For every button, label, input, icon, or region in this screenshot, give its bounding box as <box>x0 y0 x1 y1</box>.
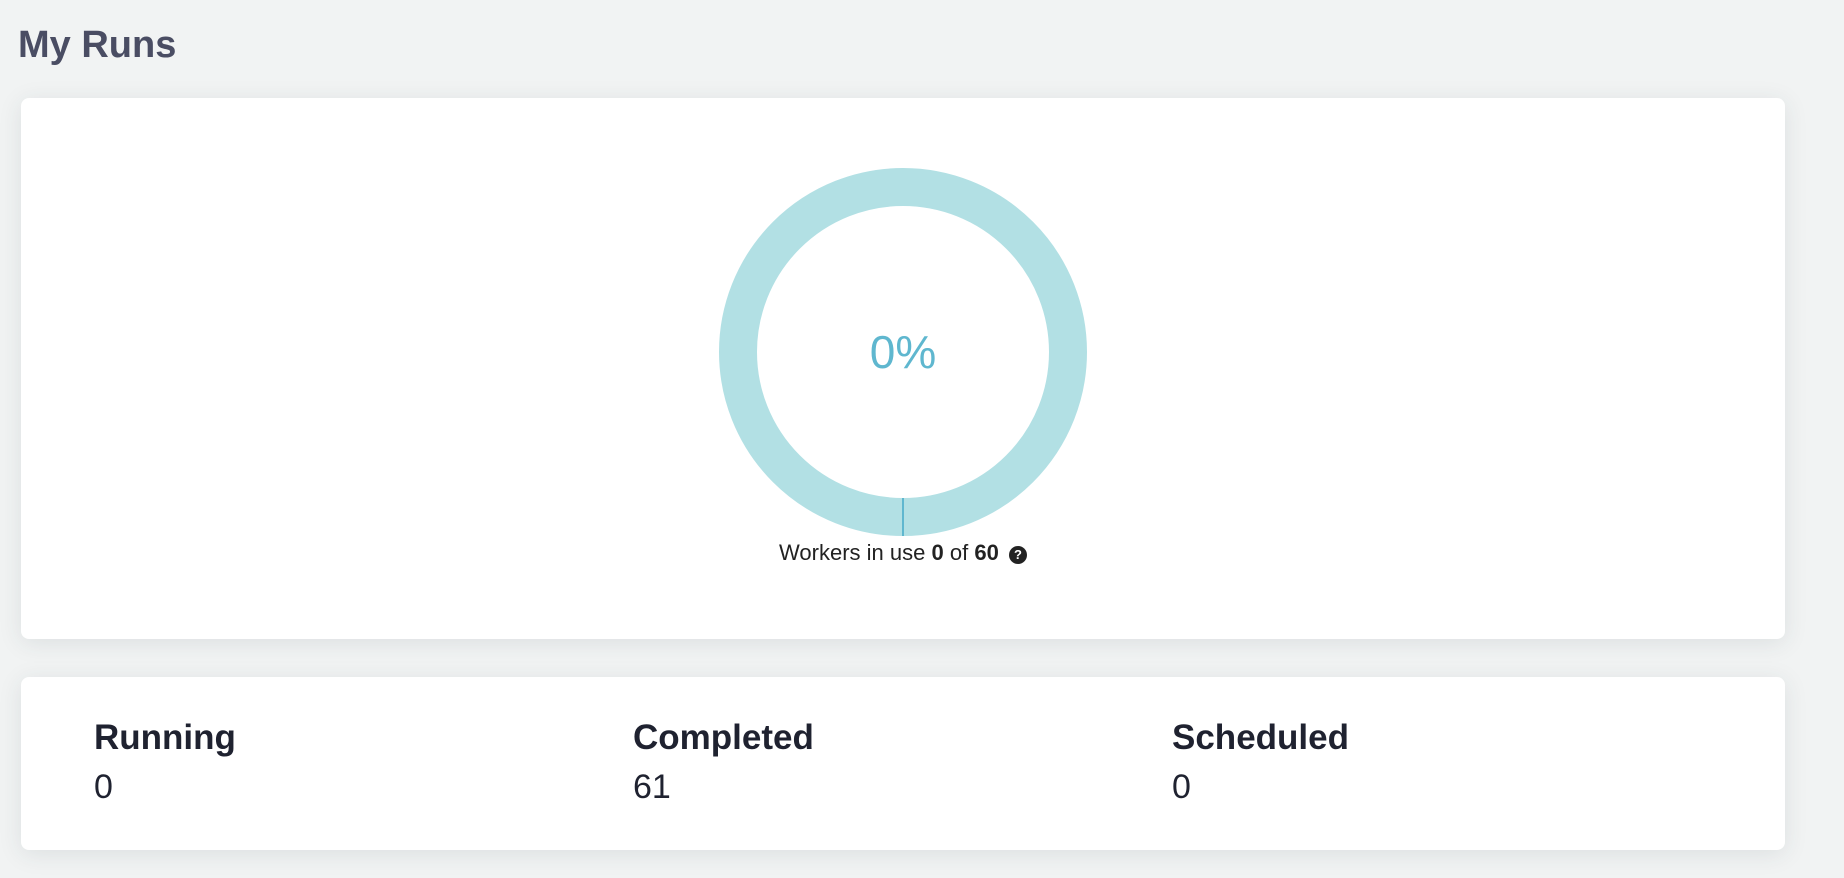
run-stats-card: Running 0 Completed 61 Scheduled 0 <box>21 677 1785 850</box>
stat-scheduled: Scheduled 0 <box>1172 717 1349 811</box>
question-circle-icon[interactable]: ? <box>1008 546 1027 564</box>
stat-value: 61 <box>633 768 671 806</box>
gauge-percent-label: 0% <box>869 326 937 378</box>
workers-gauge-chart <box>719 168 1087 536</box>
stat-label: Scheduled <box>1172 718 1349 757</box>
workers-of: of <box>949 540 969 565</box>
workers-prefix: Workers in use <box>779 540 926 565</box>
page-title: My Runs <box>18 24 177 66</box>
workers-total-count: 60 <box>974 540 999 565</box>
stat-value: 0 <box>94 768 113 806</box>
stat-label: Running <box>94 718 236 757</box>
workers-in-use-count: 0 <box>931 540 944 565</box>
workers-in-use-text: Workers in use 0 of 60 ? <box>21 538 1785 568</box>
stat-completed: Completed 61 <box>633 717 814 811</box>
stat-label: Completed <box>633 718 814 757</box>
workers-gauge: 0% <box>719 168 1087 536</box>
workers-usage-card: 0% Workers in use 0 of 60 ? <box>21 98 1785 639</box>
stat-value: 0 <box>1172 768 1191 806</box>
stat-running: Running 0 <box>94 717 236 811</box>
